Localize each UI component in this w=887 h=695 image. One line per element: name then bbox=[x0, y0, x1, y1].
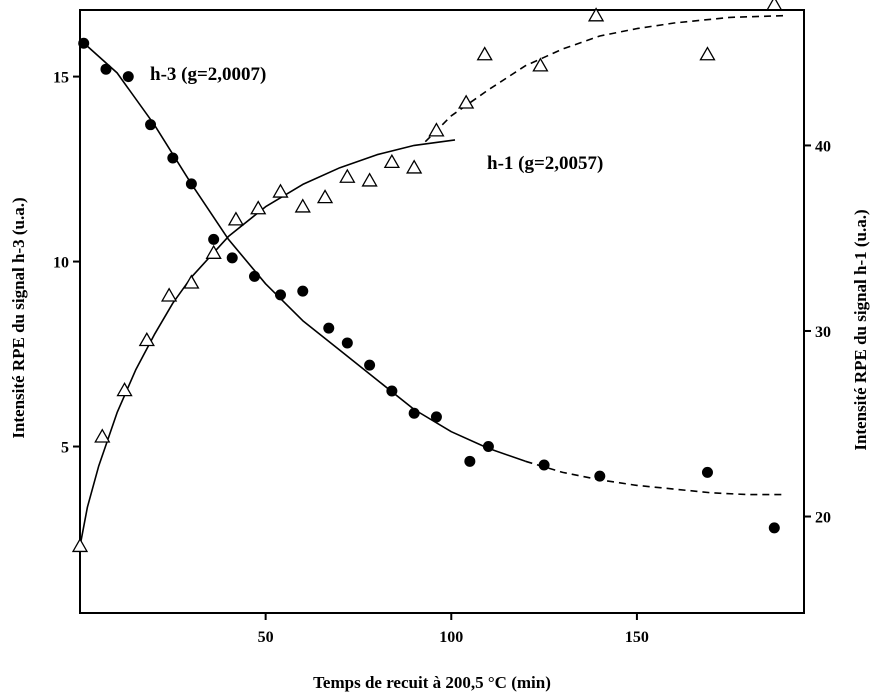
h3-point bbox=[594, 470, 606, 482]
h3-point bbox=[185, 178, 197, 190]
h1-point bbox=[699, 46, 716, 61]
h1-point bbox=[587, 7, 605, 22]
h3-point bbox=[701, 466, 713, 478]
y-right-tick-label: 20 bbox=[815, 510, 831, 527]
h1-point bbox=[205, 244, 222, 259]
h3-point bbox=[208, 233, 220, 245]
h3-point bbox=[464, 455, 476, 467]
x-tick-label: 100 bbox=[439, 629, 463, 646]
h3-point bbox=[249, 270, 261, 282]
h1-point bbox=[116, 382, 133, 397]
h3-point bbox=[386, 385, 398, 397]
series-label-h3: h-3 (g=2,0007) bbox=[150, 64, 266, 85]
h1-point bbox=[361, 172, 378, 187]
fit-curve-h1-solid bbox=[79, 139, 456, 547]
h1-point bbox=[250, 200, 267, 215]
h3-point bbox=[538, 459, 550, 471]
h1-point bbox=[428, 122, 445, 137]
h3-point bbox=[78, 37, 90, 49]
h1-point bbox=[766, 0, 783, 11]
h1-point bbox=[294, 198, 311, 213]
y-axis-left-title: Intensité RPE du signal h-3 (u.a.) bbox=[9, 197, 28, 438]
plot-frame bbox=[79, 9, 805, 614]
y-right-tick-label: 40 bbox=[815, 138, 831, 155]
h3-point bbox=[768, 522, 780, 534]
h1-point bbox=[272, 183, 289, 198]
h1-point bbox=[316, 189, 334, 204]
fit-curve-h3-solid bbox=[79, 39, 526, 463]
h1-point bbox=[227, 211, 245, 226]
series-label-h1: h-1 (g=2,0057) bbox=[487, 153, 603, 174]
fit-curve-h1-dashed bbox=[424, 14, 786, 143]
h3-point bbox=[364, 359, 376, 371]
h1-point bbox=[183, 274, 200, 289]
h1-point bbox=[94, 428, 111, 443]
data-points bbox=[71, 0, 783, 553]
h3-point bbox=[341, 337, 353, 349]
h3-point bbox=[167, 152, 179, 164]
h3-point bbox=[482, 441, 494, 453]
y-left-tick-label: 5 bbox=[61, 440, 69, 457]
h1-point bbox=[71, 537, 89, 553]
h3-point bbox=[226, 252, 238, 264]
y-left-tick-label: 15 bbox=[53, 70, 69, 87]
h1-point bbox=[476, 46, 493, 61]
h1-point bbox=[406, 159, 423, 174]
h3-point bbox=[274, 289, 286, 301]
x-tick-label: 150 bbox=[625, 629, 649, 646]
fit-curve-h3-dashed bbox=[525, 460, 786, 496]
h1-point bbox=[160, 287, 178, 302]
plot-border bbox=[79, 9, 805, 614]
h3-point bbox=[100, 63, 112, 75]
h1-point bbox=[458, 94, 475, 109]
y-left-tick-label: 10 bbox=[53, 255, 69, 272]
h1-point bbox=[532, 57, 549, 72]
y-axis-right-title: Intensité RPE du signal h-1 (u.a.) bbox=[851, 209, 870, 450]
h3-point bbox=[408, 407, 420, 419]
h3-point bbox=[323, 322, 335, 334]
chart-labels: Temps de recuit à 200,5 °C (min) Intensi… bbox=[9, 64, 870, 692]
x-tick-label: 50 bbox=[258, 629, 274, 646]
y-right-tick-label: 30 bbox=[815, 324, 831, 341]
h1-point bbox=[383, 153, 400, 169]
h3-point bbox=[430, 411, 442, 423]
axis-ticks: 50 100 150 5 10 15 20 30 40 bbox=[53, 70, 831, 646]
x-axis-title: Temps de recuit à 200,5 °C (min) bbox=[313, 673, 551, 692]
fit-curves bbox=[79, 14, 786, 547]
h3-point bbox=[145, 119, 157, 131]
h1-point bbox=[339, 168, 356, 183]
h3-point bbox=[297, 285, 309, 297]
h1-point bbox=[138, 331, 155, 347]
h3-point bbox=[122, 71, 134, 83]
